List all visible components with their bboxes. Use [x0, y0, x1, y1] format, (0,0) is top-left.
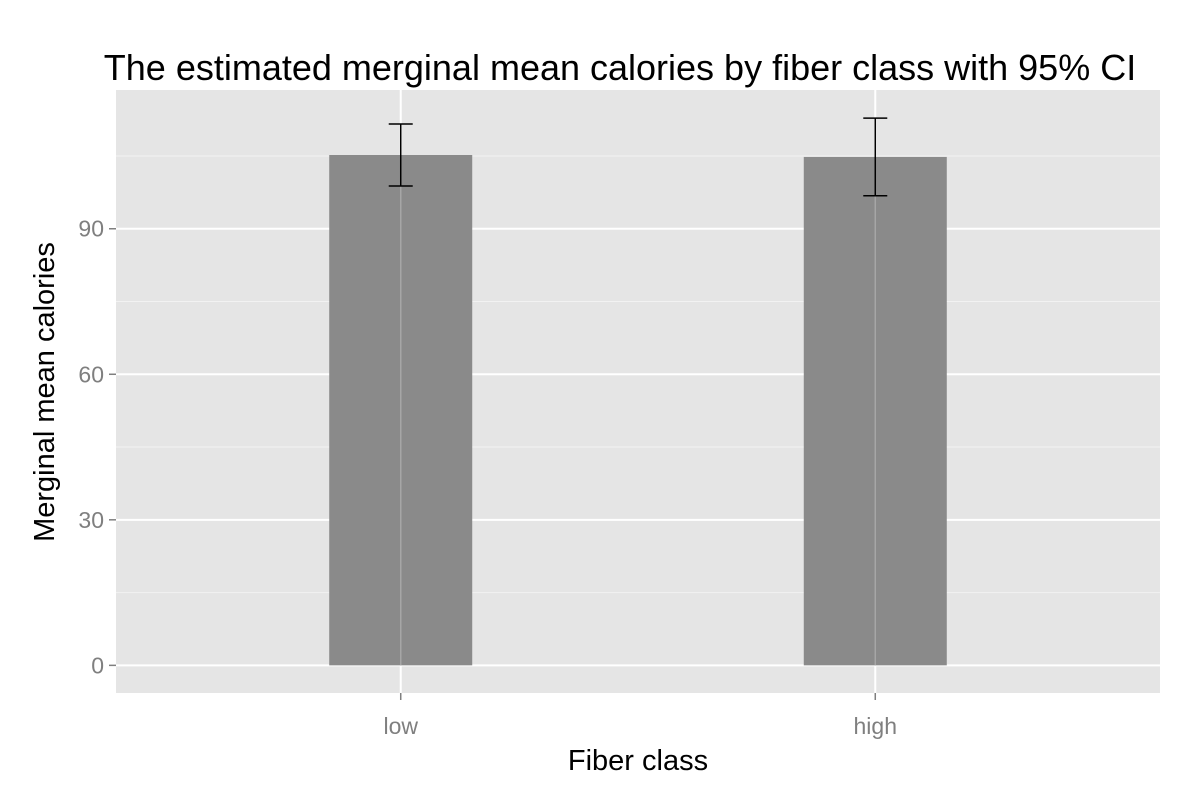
- chart-title: The estimated merginal mean calories by …: [104, 47, 1136, 88]
- x-tick-label: high: [854, 713, 897, 739]
- y-axis: 0 30 60 90: [78, 216, 116, 678]
- y-tick-label: 0: [91, 652, 104, 678]
- y-axis-title: Merginal mean calories: [29, 242, 61, 542]
- y-tick-label: 60: [78, 361, 104, 387]
- y-tick-label: 90: [78, 216, 104, 242]
- x-axis: low high: [383, 693, 897, 739]
- minor-grid: [116, 155, 1160, 594]
- error-bars: [388, 117, 888, 197]
- x-tick-label: low: [383, 713, 418, 739]
- bars: [329, 155, 947, 666]
- x-axis-title: Fiber class: [568, 745, 708, 777]
- plot-panel: [116, 90, 1160, 693]
- y-tick-label: 30: [78, 507, 104, 533]
